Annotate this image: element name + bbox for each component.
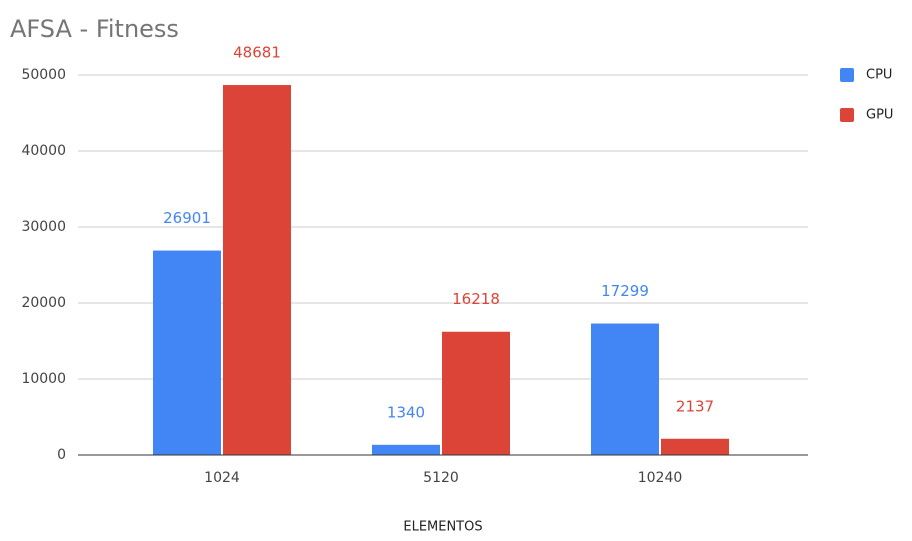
- data-label: 16218: [452, 290, 500, 308]
- bar: [153, 250, 221, 455]
- data-label: 17299: [601, 282, 649, 300]
- data-label: 1340: [387, 403, 425, 421]
- bar: [591, 323, 659, 455]
- bar: [442, 331, 510, 455]
- y-tick-label: 40000: [21, 143, 66, 159]
- y-tick-label: 0: [57, 447, 66, 463]
- y-tick-label: 10000: [21, 371, 66, 387]
- chart-title: AFSA - Fitness: [10, 15, 179, 43]
- y-tick-label: 30000: [21, 219, 66, 235]
- data-label: 2137: [676, 397, 714, 415]
- y-tick-label: 50000: [21, 67, 66, 83]
- bar: [372, 444, 440, 455]
- legend-label: CPU: [866, 68, 892, 83]
- data-label: 26901: [163, 209, 211, 227]
- bar: [223, 85, 291, 455]
- bar: [661, 438, 729, 455]
- x-axis-label: ELEMENTOS: [403, 520, 482, 535]
- legend-label: GPU: [866, 108, 893, 123]
- y-tick-label: 20000: [21, 295, 66, 311]
- legend-swatch: [840, 108, 854, 122]
- x-tick-label: 5120: [423, 470, 459, 486]
- x-tick-label: 1024: [204, 470, 240, 486]
- x-tick-label: 10240: [638, 470, 683, 486]
- data-label: 48681: [233, 44, 281, 62]
- legend-swatch: [840, 68, 854, 82]
